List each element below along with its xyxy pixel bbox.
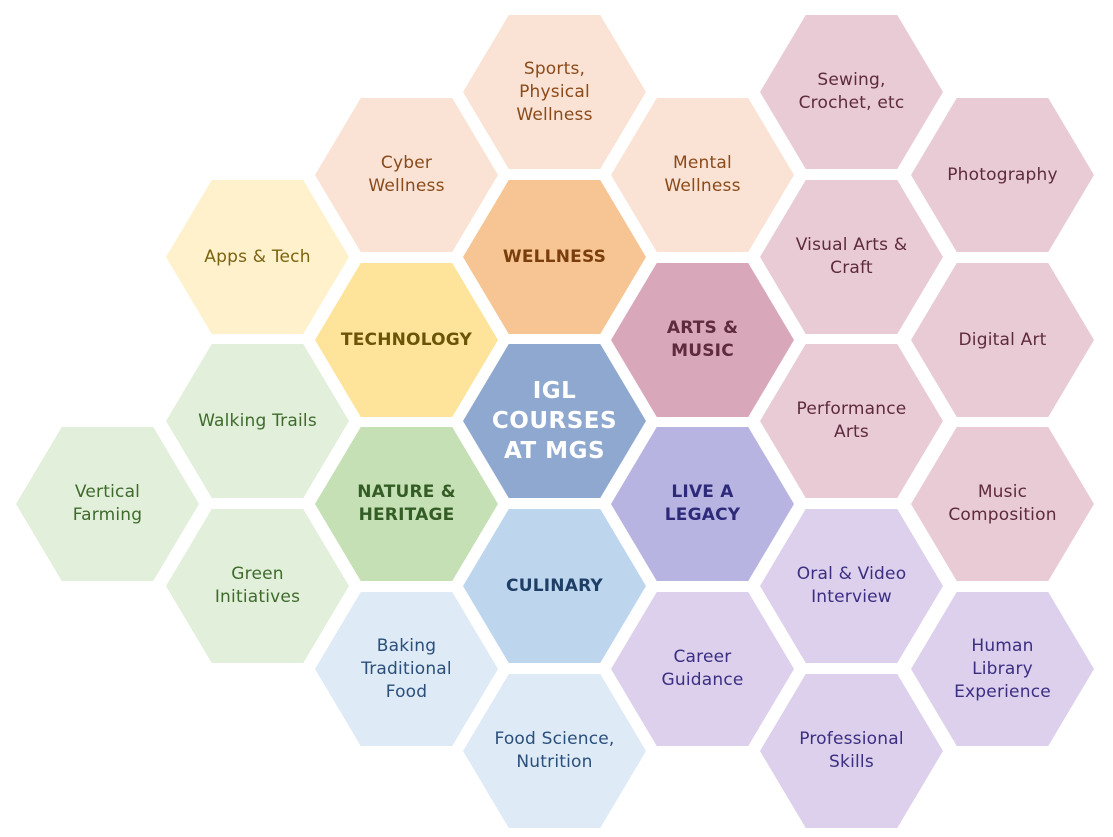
hex-topic-sewing: Sewing, Crochet, etc <box>760 15 943 169</box>
hex-hub-technology: TECHNOLOGY <box>315 263 498 417</box>
topic-label: Human Library Experience <box>954 635 1051 702</box>
topic-label: Oral & Video Interview <box>796 564 907 607</box>
hex-hub-nature-heritage: NATURE & HERITAGE <box>315 427 498 581</box>
topic-label: Mental Wellness <box>664 153 741 196</box>
hex-topic-music-composition: Music Composition <box>911 427 1094 581</box>
hex-topic-professional-skills: Professional Skills <box>760 674 943 828</box>
hex-topic-visual-arts: Visual Arts & Craft <box>760 180 943 334</box>
hub-label: NATURE & HERITAGE <box>357 482 456 525</box>
hex-topic-vertical-farming: Vertical Farming <box>16 427 199 581</box>
topic-label: Walking Trails <box>198 410 317 431</box>
topic-label: Apps & Tech <box>204 246 311 267</box>
topic-label: Food Science, Nutrition <box>494 729 615 772</box>
hex-center: IGL COURSES AT MGS <box>463 344 646 498</box>
hex-hub-culinary: CULINARY <box>463 509 646 663</box>
hex-topic-sports: Sports, Physical Wellness <box>463 15 646 169</box>
center-label: IGL COURSES AT MGS <box>491 378 618 464</box>
topic-label: Visual Arts & Craft <box>795 235 908 278</box>
hex-topic-photography: Photography <box>911 98 1094 252</box>
hub-label: TECHNOLOGY <box>340 329 473 350</box>
topic-label: Vertical Farming <box>72 482 143 525</box>
topic-label: Sewing, Crochet, etc <box>798 70 905 113</box>
hex-topic-career-guidance: Career Guidance <box>611 592 794 746</box>
hex-topic-performance-arts: Performance Arts <box>760 344 943 498</box>
hex-hub-wellness: WELLNESS <box>463 180 646 334</box>
hex-topic-apps-tech: Apps & Tech <box>166 180 349 334</box>
topic-label: Baking Traditional Food <box>361 635 452 702</box>
hex-topic-cyber-wellness: Cyber Wellness <box>315 98 498 252</box>
topic-label: Career Guidance <box>661 647 744 690</box>
topic-label: Sports, Physical Wellness <box>516 58 593 125</box>
hub-label: WELLNESS <box>502 246 607 267</box>
topic-label: Digital Art <box>958 329 1047 350</box>
hex-hub-arts-music: ARTS & MUSIC <box>611 263 794 417</box>
hub-label: CULINARY <box>506 575 603 596</box>
topic-label: Cyber Wellness <box>368 153 445 196</box>
hex-topic-green-initiatives: Green Initiatives <box>166 509 349 663</box>
hex-topic-digital-art: Digital Art <box>911 263 1094 417</box>
hex-topic-human-library: Human Library Experience <box>911 592 1094 746</box>
topic-label: Professional Skills <box>799 729 904 772</box>
hex-hub-live-a-legacy: LIVE A LEGACY <box>611 427 794 581</box>
topic-label: Performance Arts <box>796 399 907 442</box>
hex-topic-food-science: Food Science, Nutrition <box>463 674 646 828</box>
topic-label: Green Initiatives <box>214 564 301 607</box>
hub-label: ARTS & MUSIC <box>666 318 739 361</box>
hex-topic-walking-trails: Walking Trails <box>166 344 349 498</box>
hub-label: LIVE A LEGACY <box>664 482 741 525</box>
hex-topic-mental-wellness: Mental Wellness <box>611 98 794 252</box>
hex-topic-oral-video: Oral & Video Interview <box>760 509 943 663</box>
topic-label: Photography <box>947 164 1058 185</box>
topic-label: Music Composition <box>948 482 1057 525</box>
hex-topic-baking: Baking Traditional Food <box>315 592 498 746</box>
